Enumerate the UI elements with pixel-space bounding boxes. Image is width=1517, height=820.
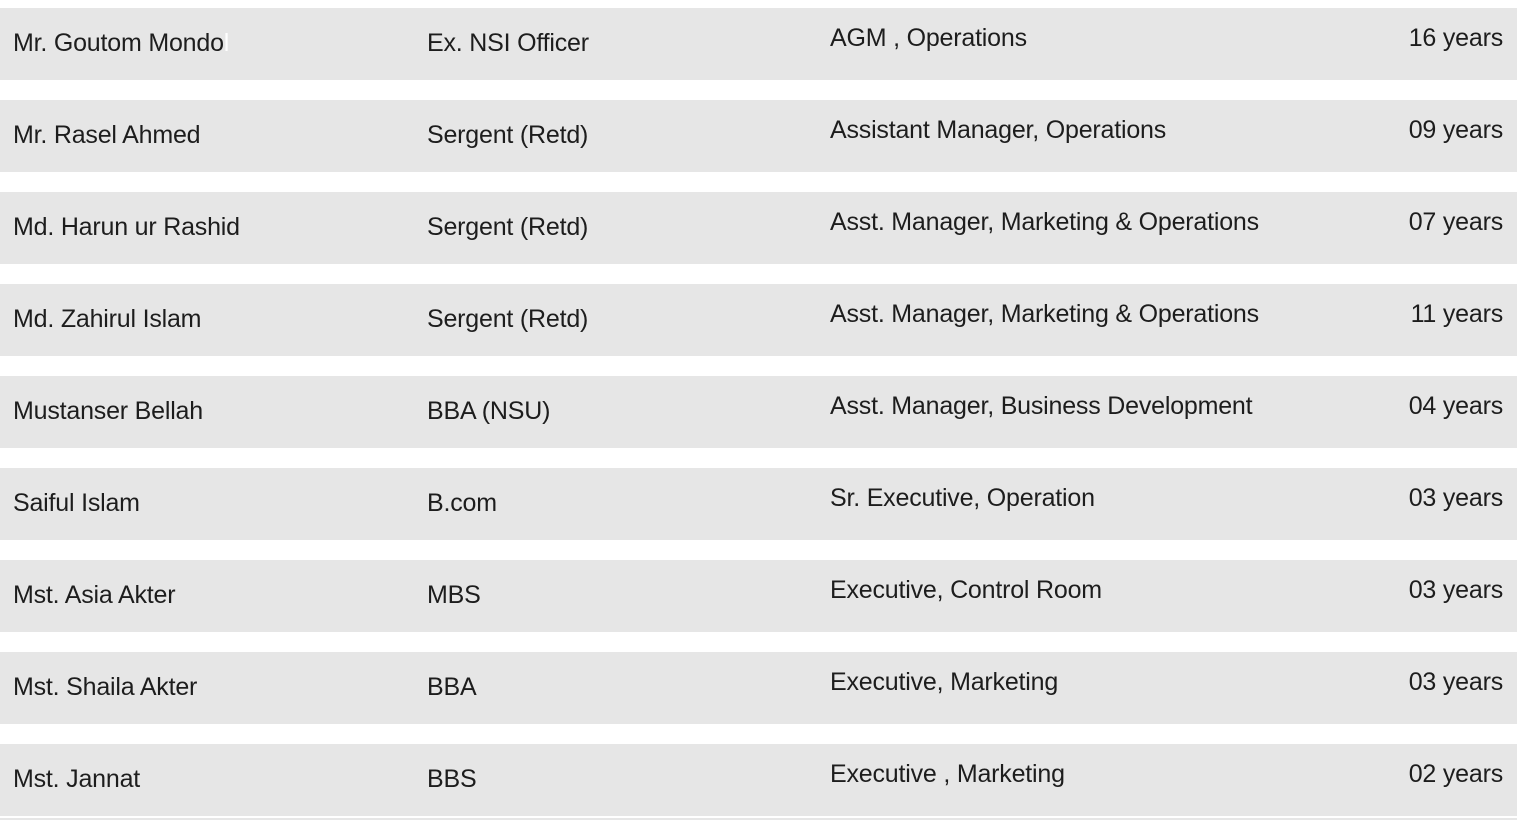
name-cell: Md. Zahirul Islam (13, 306, 202, 334)
qualification-cell: B.com (427, 490, 497, 518)
experience-cell: 04 years (1408, 393, 1503, 421)
experience-cell: 11 years (1410, 301, 1503, 329)
designation-cell: Executive, Marketing (830, 669, 1059, 697)
qualification-cell: BBA (427, 674, 477, 702)
experience-cell: 02 years (1408, 761, 1503, 789)
experience-cell: 09 years (1408, 117, 1503, 145)
table-row: Md. Zahirul Islam Sergent (Retd) Asst. M… (0, 284, 1517, 356)
name-cell: Mst. Shaila Akter (13, 674, 198, 702)
name-cell: Mr. Rasel Ahmed (13, 122, 201, 150)
table-row: Saiful Islam B.com Sr. Executive, Operat… (0, 468, 1517, 540)
table-row: Mst. Jannat BBS Executive , Marketing 02… (0, 744, 1517, 816)
experience-cell: 03 years (1408, 577, 1503, 605)
qualification-cell: Ex. NSI Officer (427, 30, 589, 58)
qualification-cell: Sergent (Retd) (427, 214, 589, 242)
designation-cell: AGM , Operations (830, 25, 1027, 53)
name-cell: Mustanser Bellah (13, 398, 203, 426)
staff-name: Mr. Goutom Mondo (13, 30, 224, 58)
qualification-cell: BBA (NSU) (427, 398, 551, 426)
designation-cell: Executive, Control Room (830, 577, 1102, 605)
experience-cell: 03 years (1408, 485, 1503, 513)
experience-cell: 16 years (1408, 25, 1503, 53)
qualification-cell: BBS (427, 766, 477, 794)
experience-cell: 07 years (1408, 209, 1503, 237)
designation-cell: Asst. Manager, Marketing & Operations (830, 301, 1259, 329)
qualification-cell: Sergent (Retd) (427, 306, 589, 334)
name-cell: Mr. Goutom Mondol (13, 30, 427, 58)
table-row: Mr. Goutom Mondol Ex. NSI Officer AGM , … (0, 8, 1517, 80)
table-row: Mst. Asia Akter MBS Executive, Control R… (0, 560, 1517, 632)
table-row-partial (0, 818, 1517, 820)
name-cell: Mst. Asia Akter (13, 582, 176, 610)
table-row: Mr. Rasel Ahmed Sergent (Retd) Assistant… (0, 100, 1517, 172)
designation-cell: Executive , Marketing (830, 761, 1065, 789)
designation-cell: Asst. Manager, Business Development (830, 393, 1253, 421)
name-cell: Saiful Islam (13, 490, 140, 518)
designation-cell: Assistant Manager, Operations (830, 117, 1167, 145)
name-cell: Md. Harun ur Rashid (13, 214, 240, 242)
designation-cell: Sr. Executive, Operation (830, 485, 1095, 513)
qualification-cell: MBS (427, 582, 481, 610)
name-cell: Mst. Jannat (13, 766, 141, 794)
table-row: Mst. Shaila Akter BBA Executive, Marketi… (0, 652, 1517, 724)
designation-cell: Asst. Manager, Marketing & Operations (830, 209, 1259, 237)
table-row: Mustanser Bellah BBA (NSU) Asst. Manager… (0, 376, 1517, 448)
experience-cell: 03 years (1408, 669, 1503, 697)
text-cursor: l (223, 30, 230, 58)
qualification-cell: Sergent (Retd) (427, 122, 589, 150)
table-row: Md. Harun ur Rashid Sergent (Retd) Asst.… (0, 192, 1517, 264)
